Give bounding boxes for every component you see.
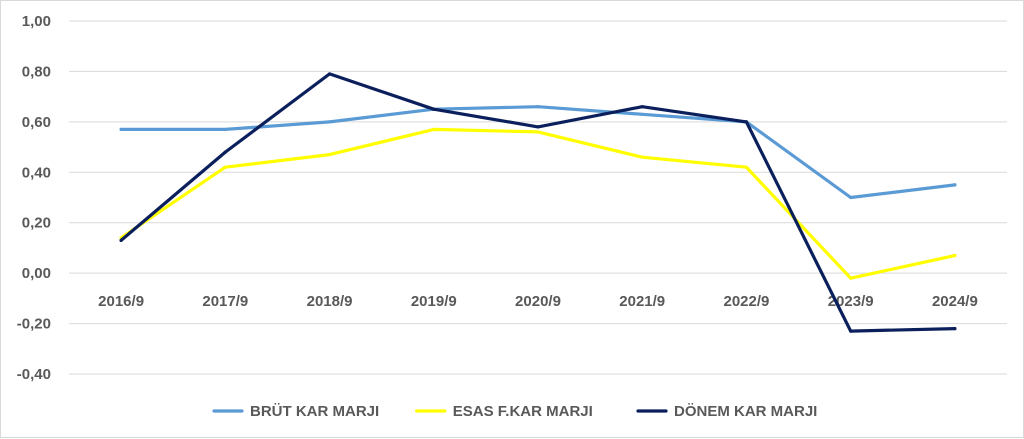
data-point: [536, 105, 540, 109]
x-tick-label: 2022/9: [723, 293, 769, 310]
x-tick-label: 2021/9: [619, 293, 665, 310]
y-tick-label: 0,80: [22, 63, 51, 80]
x-tick-label: 2017/9: [202, 293, 248, 310]
x-tick-label: 2020/9: [515, 293, 561, 310]
data-point: [849, 329, 853, 333]
data-point: [119, 127, 123, 132]
data-point: [327, 72, 332, 76]
y-axis-ticks: 1,00 0,80 0,60 0,40 0,20 0,00 -0,20 -0,40: [17, 13, 51, 383]
y-tick-label: 0,60: [22, 114, 51, 131]
legend-label: DÖNEM KAR MARJI: [674, 403, 817, 420]
data-point: [849, 195, 853, 200]
data-point: [953, 253, 957, 258]
data-point: [640, 105, 644, 109]
y-tick-label: -0,20: [17, 316, 51, 333]
series-line-1: [119, 105, 957, 200]
data-point: [744, 120, 749, 124]
data-point: [327, 120, 332, 124]
y-tick-label: 0,20: [22, 215, 51, 232]
data-point: [953, 327, 957, 331]
data-point: [223, 165, 227, 169]
series-lines: [119, 72, 957, 333]
y-tick-label: -0,40: [17, 366, 51, 383]
data-point: [432, 127, 436, 132]
data-point: [849, 276, 853, 280]
y-tick-label: 1,00: [22, 13, 51, 30]
data-point: [744, 165, 749, 169]
gridlines: [69, 20, 1007, 375]
data-point: [536, 125, 540, 129]
x-tick-label: 2019/9: [411, 293, 457, 310]
series-line-2: [119, 127, 957, 280]
legend-label: ESAS F.KAR MARJI: [453, 403, 593, 420]
data-point: [432, 107, 436, 111]
x-axis-ticks: 2016/9 2017/9 2018/9 2019/9 2020/9 2021/9 2022…: [98, 293, 978, 310]
x-tick-label: 2016/9: [98, 293, 144, 310]
data-point: [119, 238, 123, 242]
x-tick-label: 2024/9: [932, 293, 978, 310]
data-point: [640, 112, 644, 116]
data-point: [223, 150, 227, 154]
data-point: [223, 127, 227, 132]
x-tick-label: 2018/9: [307, 293, 353, 310]
y-tick-label: 0,00: [22, 265, 51, 282]
legend: BRÜT KAR MARJI ESAS F.KAR MARJI DÖNEM KAR …: [212, 403, 817, 420]
legend-label: BRÜT KAR MARJI: [250, 403, 379, 420]
data-point: [953, 183, 957, 187]
data-point: [640, 155, 644, 159]
data-point: [327, 153, 332, 157]
y-tick-label: 0,40: [22, 164, 51, 181]
data-point: [536, 130, 540, 134]
